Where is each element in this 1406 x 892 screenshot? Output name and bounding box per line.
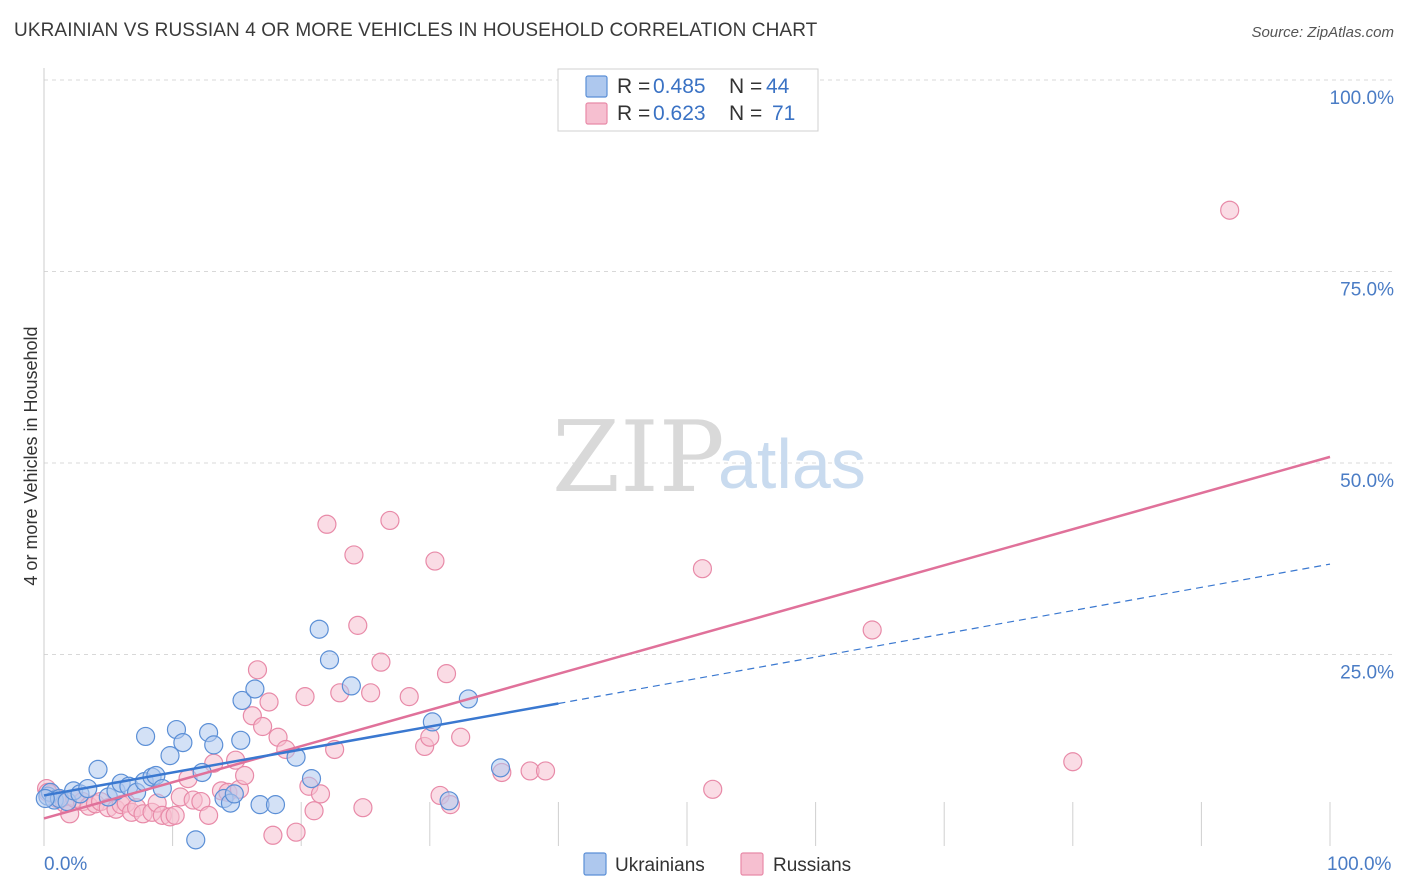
bottom-legend-swatch-ukrainians bbox=[583, 852, 607, 876]
data-point-russians bbox=[344, 545, 364, 565]
trendline-ukrainians bbox=[43, 702, 559, 797]
data-point-russians bbox=[199, 805, 219, 825]
y-tick-label: 50.0% bbox=[1340, 471, 1394, 492]
legend-swatch-russians bbox=[585, 102, 608, 125]
watermark-zip: ZIP bbox=[552, 401, 725, 515]
legend-r-label-ukrainians: R = bbox=[617, 75, 650, 98]
x-tick-label-min: 0.0% bbox=[44, 854, 87, 875]
data-point-russians bbox=[253, 716, 273, 737]
data-point-ukrainians bbox=[301, 768, 322, 789]
data-point-ukrainians bbox=[88, 759, 108, 780]
data-point-russians bbox=[1063, 752, 1083, 772]
data-point-russians bbox=[304, 801, 324, 821]
data-point-ukrainians bbox=[135, 726, 156, 747]
legend-swatch-ukrainians bbox=[585, 75, 608, 98]
data-point-ukrainians bbox=[204, 735, 224, 755]
data-point-russians bbox=[399, 687, 419, 707]
legend-n-label-russians: N = bbox=[729, 102, 762, 125]
data-point-ukrainians bbox=[160, 746, 180, 766]
data-point-ukrainians bbox=[439, 791, 459, 811]
legend-r-label-russians: R = bbox=[617, 102, 650, 125]
data-point-russians bbox=[259, 692, 279, 712]
data-point-russians bbox=[371, 652, 391, 672]
data-point-russians bbox=[348, 615, 368, 635]
legend-r-value-ukrainians: 0.485 bbox=[653, 75, 706, 98]
x-axis-ticks bbox=[172, 802, 1331, 846]
data-point-russians bbox=[425, 551, 445, 571]
data-point-russians bbox=[165, 805, 185, 825]
data-point-russians bbox=[263, 825, 283, 845]
data-point-ukrainians bbox=[265, 795, 286, 815]
trendlines bbox=[43, 455, 1331, 820]
data-point-russians bbox=[1220, 200, 1240, 220]
watermark: ZIP atlas bbox=[552, 401, 866, 515]
x-tick-labels: 0.0% 100.0% bbox=[44, 854, 1392, 875]
trendline-ukrainians-extension bbox=[558, 563, 1331, 705]
data-point-ukrainians bbox=[231, 730, 251, 750]
data-point-ukrainians bbox=[224, 784, 244, 804]
data-point-russians bbox=[286, 822, 306, 842]
data-point-russians bbox=[380, 510, 400, 531]
x-tick-label-max: 100.0% bbox=[1327, 854, 1392, 875]
legend: R = 0.485 N = 44 R = 0.623 N = 71 bbox=[557, 68, 819, 132]
data-point-ukrainians bbox=[173, 732, 193, 753]
data-point-russians bbox=[451, 727, 471, 747]
data-point-ukrainians bbox=[245, 679, 265, 699]
chart-source: Source: ZipAtlas.com bbox=[1251, 24, 1394, 41]
data-point-ukrainians bbox=[309, 619, 329, 639]
y-tick-labels: 100.0% 75.0% 50.0% 25.0% bbox=[1330, 88, 1395, 684]
gridlines bbox=[44, 79, 1394, 655]
data-point-russians bbox=[862, 620, 882, 640]
bottom-legend-label-ukrainians: Ukrainians bbox=[615, 855, 705, 876]
y-tick-label: 100.0% bbox=[1330, 88, 1395, 109]
y-tick-label: 75.0% bbox=[1340, 280, 1394, 301]
data-point-ukrainians bbox=[232, 690, 252, 711]
bottom-legend: Ukrainians Russians bbox=[583, 852, 851, 876]
data-point-ukrainians bbox=[186, 830, 206, 850]
data-point-russians bbox=[535, 761, 556, 781]
data-point-russians bbox=[247, 660, 268, 680]
watermark-atlas: atlas bbox=[718, 425, 866, 503]
chart-title: UKRAINIAN VS RUSSIAN 4 OR MORE VEHICLES … bbox=[14, 20, 818, 41]
data-point-russians bbox=[310, 784, 331, 804]
data-point-russians bbox=[361, 683, 381, 703]
data-point-ukrainians bbox=[341, 676, 361, 696]
data-point-ukrainians bbox=[35, 788, 55, 809]
data-point-ukrainians bbox=[490, 758, 511, 778]
data-point-ukrainians bbox=[319, 650, 340, 670]
data-point-russians bbox=[235, 765, 255, 786]
bottom-legend-swatch-russians bbox=[740, 852, 764, 876]
data-point-russians bbox=[703, 779, 723, 799]
data-point-russians bbox=[295, 687, 315, 707]
data-point-russians bbox=[317, 514, 337, 534]
data-point-russians bbox=[353, 798, 373, 818]
legend-r-value-russians: 0.623 bbox=[653, 102, 706, 125]
legend-n-value-russians: 71 bbox=[772, 102, 795, 125]
data-point-russians bbox=[436, 664, 457, 684]
bottom-legend-label-russians: Russians bbox=[773, 855, 851, 876]
y-axis-label: 4 or more Vehicles in Household bbox=[21, 326, 41, 585]
legend-n-value-ukrainians: 44 bbox=[766, 75, 790, 98]
legend-n-label-ukrainians: N = bbox=[729, 75, 762, 98]
y-tick-label: 25.0% bbox=[1340, 663, 1394, 684]
data-point-russians bbox=[692, 559, 713, 579]
